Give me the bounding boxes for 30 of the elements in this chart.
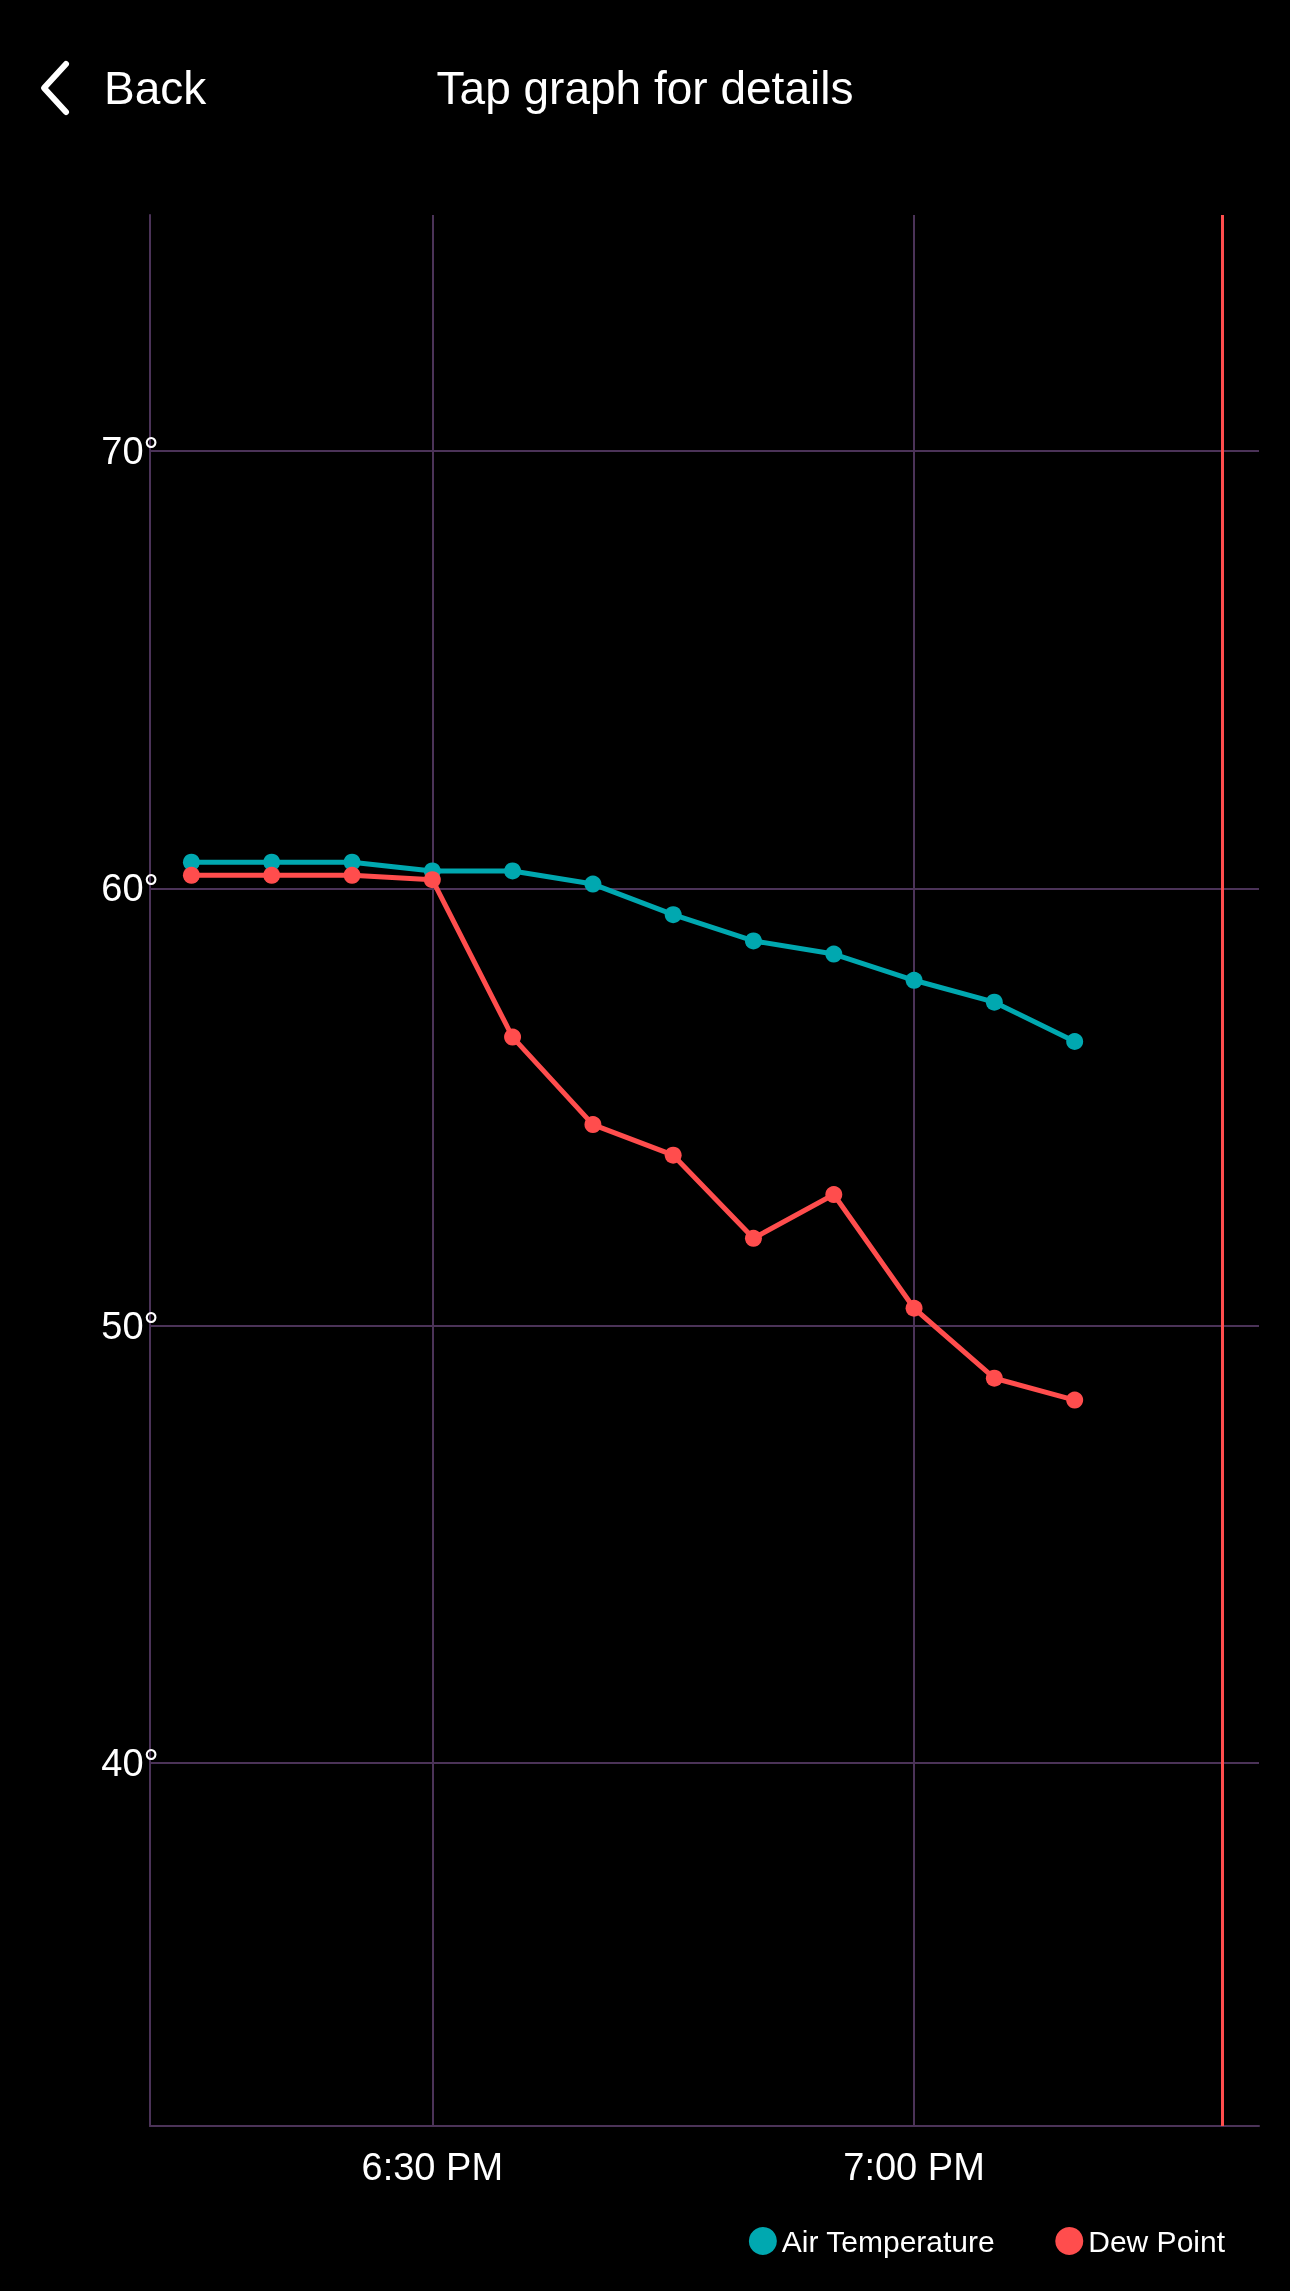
point [1066,1391,1084,1409]
point [744,1229,762,1247]
point [504,862,522,880]
point [504,1028,522,1046]
y-tick-label: 60° [101,867,159,910]
point [664,1146,682,1164]
point [664,906,682,924]
y-tick-label: 70° [101,430,159,473]
point [905,1299,923,1317]
point [985,993,1003,1011]
legend-label: Air Temperature [781,2224,995,2258]
point [825,1186,843,1204]
point [1066,1033,1084,1050]
point [584,875,602,893]
point [905,971,923,989]
point [825,945,843,963]
chart-title: Tap graph for details [436,62,854,114]
point [744,932,762,950]
point [263,866,281,884]
x-tick-label: 6:30 PM [361,2146,504,2188]
legend-label: Dew Point [1088,2224,1226,2258]
x-tick-label: 7:00 PM [843,2146,985,2188]
point [584,1116,602,1134]
point [423,871,441,889]
y-tick-label: 40° [101,1742,159,1785]
point [343,866,361,884]
point [182,866,200,884]
y-tick-label: 50° [101,1304,159,1347]
text: Back [104,61,207,116]
point [985,1369,1003,1387]
